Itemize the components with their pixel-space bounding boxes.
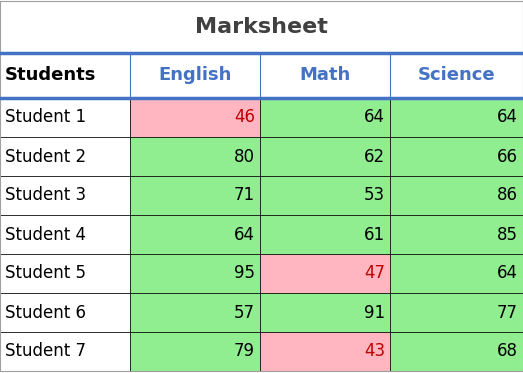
Bar (130, 293, 260, 332)
Text: Student 5: Student 5 (5, 264, 86, 282)
Bar (390, 137, 523, 176)
Text: 64: 64 (234, 226, 255, 244)
Bar (260, 137, 390, 176)
Text: Science: Science (418, 66, 495, 85)
Text: 80: 80 (234, 147, 255, 166)
Bar (130, 332, 260, 371)
Bar (130, 53, 260, 98)
Text: 64: 64 (364, 109, 385, 126)
Bar (260, 254, 390, 293)
Bar (130, 176, 260, 215)
Bar (260, 98, 390, 137)
Bar (390, 215, 523, 254)
Bar (0, 176, 130, 215)
Text: 79: 79 (234, 342, 255, 360)
Text: Students: Students (5, 66, 96, 85)
Bar (260, 332, 390, 371)
Text: Marksheet: Marksheet (195, 17, 328, 37)
Text: 43: 43 (364, 342, 385, 360)
Bar (260, 293, 390, 332)
Bar (390, 53, 523, 98)
Text: 62: 62 (364, 147, 385, 166)
Text: 95: 95 (234, 264, 255, 282)
Bar (0, 332, 130, 371)
Text: 86: 86 (497, 186, 518, 204)
Text: Student 7: Student 7 (5, 342, 86, 360)
Text: 47: 47 (364, 264, 385, 282)
Text: Student 3: Student 3 (5, 186, 86, 204)
Text: Student 4: Student 4 (5, 226, 86, 244)
Bar (0, 293, 130, 332)
Text: 53: 53 (364, 186, 385, 204)
Bar (390, 98, 523, 137)
Bar (390, 254, 523, 293)
Bar (390, 176, 523, 215)
Text: 91: 91 (364, 304, 385, 322)
Text: 85: 85 (497, 226, 518, 244)
Bar (130, 215, 260, 254)
Text: 64: 64 (497, 109, 518, 126)
Bar (0, 53, 130, 98)
Text: Student 2: Student 2 (5, 147, 86, 166)
Text: 68: 68 (497, 342, 518, 360)
Bar (0, 98, 130, 137)
Bar (260, 176, 390, 215)
Text: 71: 71 (234, 186, 255, 204)
Text: Math: Math (299, 66, 350, 85)
Text: English: English (158, 66, 232, 85)
Bar (130, 137, 260, 176)
Bar (260, 215, 390, 254)
Bar (390, 332, 523, 371)
Text: 77: 77 (497, 304, 518, 322)
Bar (260, 53, 390, 98)
Bar (130, 98, 260, 137)
Text: Student 6: Student 6 (5, 304, 86, 322)
Bar (0, 1, 523, 53)
Text: 46: 46 (234, 109, 255, 126)
Text: Student 1: Student 1 (5, 109, 86, 126)
Bar (0, 215, 130, 254)
Text: 61: 61 (364, 226, 385, 244)
Text: 64: 64 (497, 264, 518, 282)
Bar (130, 254, 260, 293)
Bar (390, 293, 523, 332)
Bar (0, 254, 130, 293)
Text: 57: 57 (234, 304, 255, 322)
Bar (0, 137, 130, 176)
Text: 66: 66 (497, 147, 518, 166)
